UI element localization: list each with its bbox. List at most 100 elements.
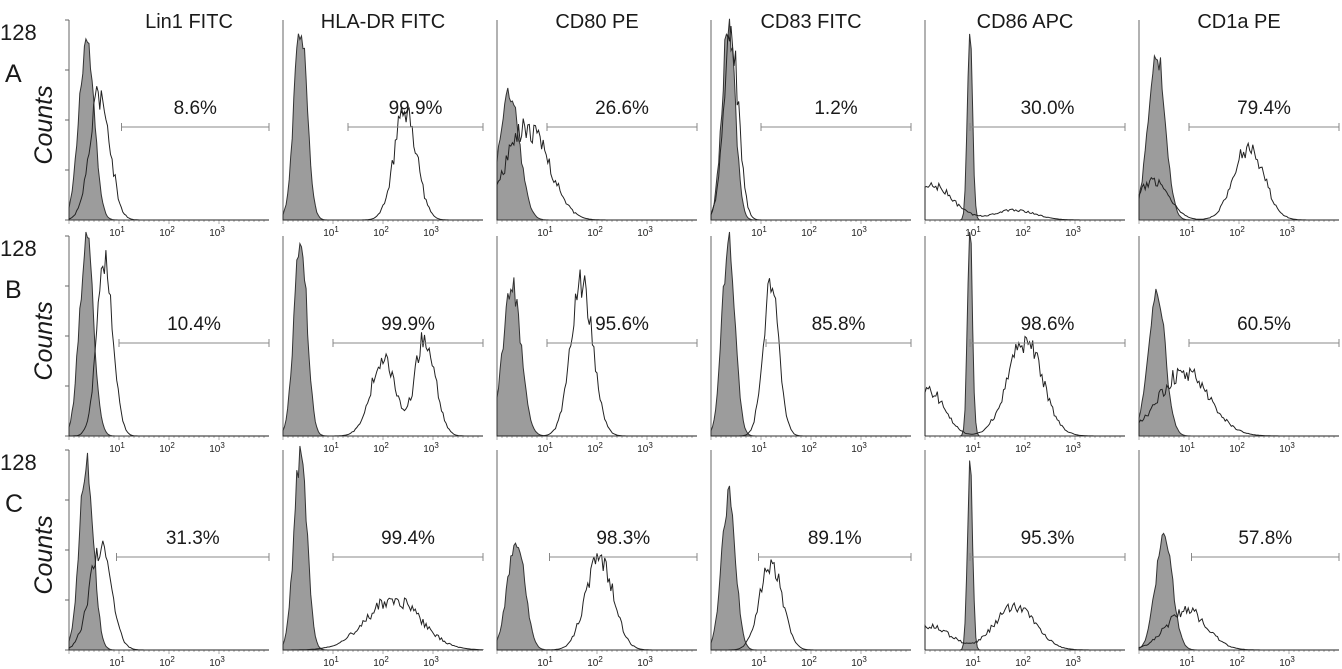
- isotype-histogram: [68, 452, 269, 651]
- marker-histogram: [1138, 366, 1339, 437]
- x-tick-exponent: 2: [598, 655, 603, 664]
- x-tick-exponent: 1: [1190, 225, 1195, 234]
- x-tick-label: 101: [965, 655, 981, 669]
- x-tick-label: 103: [1279, 441, 1295, 455]
- x-tick-exponent: 2: [812, 441, 817, 450]
- histogram-panel: 101 102 103 99.4%: [282, 445, 484, 669]
- x-tick-exponent: 1: [548, 225, 553, 234]
- histogram-panel: 101 102 103 30.0%: [924, 20, 1126, 239]
- x-tick-exponent: 3: [862, 655, 867, 664]
- isotype-histogram: [496, 542, 697, 651]
- x-tick-label: 103: [1065, 225, 1081, 239]
- x-tick-label: 102: [801, 225, 817, 239]
- isotype-histogram: [1138, 532, 1339, 651]
- marker-histogram: [711, 559, 911, 651]
- marker-histogram: [924, 335, 1125, 437]
- x-tick-label: 102: [373, 441, 389, 455]
- x-tick-exponent: 2: [1240, 655, 1245, 664]
- x-tick-exponent: 1: [1190, 655, 1195, 664]
- x-tick-exponent: 3: [648, 441, 653, 450]
- x-tick-exponent: 3: [1076, 655, 1081, 664]
- histogram-panel: 101 102 103 8.6%: [65, 19, 270, 239]
- column-header: CD80 PE: [555, 11, 638, 33]
- y-max-label: 128: [0, 450, 37, 475]
- x-tick-label: 103: [1065, 655, 1081, 669]
- histogram-panel: 101 102 103 95.6%: [496, 236, 698, 455]
- x-tick-exponent: 2: [1240, 225, 1245, 234]
- x-tick-exponent: 1: [762, 655, 767, 664]
- marker-histogram: [496, 118, 697, 221]
- gate-percentage: 79.4%: [1237, 98, 1291, 119]
- gate-percentage: 98.3%: [596, 528, 650, 549]
- marker-histogram: [1138, 141, 1339, 221]
- x-tick-exponent: 1: [762, 441, 767, 450]
- histogram-panel: 101 102 103 1.2%: [710, 18, 912, 239]
- x-tick-label: 101: [751, 225, 767, 239]
- histogram-panel: 101 102 103 79.4%: [1138, 20, 1340, 239]
- x-tick-label: 103: [209, 225, 225, 239]
- x-tick-exponent: 1: [976, 441, 981, 450]
- x-tick-exponent: 1: [762, 225, 767, 234]
- x-tick-label: 102: [1015, 225, 1031, 239]
- marker-histogram: [710, 26, 911, 221]
- isotype-histogram: [282, 241, 483, 437]
- isotype-histogram: [710, 18, 911, 221]
- x-tick-exponent: 3: [648, 655, 653, 664]
- x-tick-exponent: 2: [812, 655, 817, 664]
- x-tick-exponent: 2: [170, 225, 175, 234]
- gate-percentage: 8.6%: [174, 98, 217, 119]
- x-tick-exponent: 2: [384, 441, 389, 450]
- x-tick-label: 101: [537, 655, 553, 669]
- x-tick-exponent: 2: [1240, 441, 1245, 450]
- gate-percentage: 95.3%: [1021, 528, 1075, 549]
- x-tick-label: 103: [209, 441, 225, 455]
- x-tick-exponent: 3: [220, 441, 225, 450]
- x-tick-label: 103: [423, 655, 439, 669]
- gate-percentage: 10.4%: [167, 314, 221, 335]
- x-tick-exponent: 2: [170, 655, 175, 664]
- x-tick-label: 102: [159, 225, 175, 239]
- x-tick-exponent: 1: [120, 655, 125, 664]
- marker-histogram: [68, 86, 269, 221]
- histogram-panel: 101 102 103 31.3%: [65, 449, 270, 669]
- x-tick-label: 102: [801, 655, 817, 669]
- x-tick-exponent: 3: [1076, 441, 1081, 450]
- gate-percentage: 30.0%: [1021, 98, 1075, 119]
- x-tick-label: 101: [109, 441, 125, 455]
- marker-histogram: [924, 601, 1125, 651]
- column-header: CD1a PE: [1197, 11, 1280, 33]
- x-tick-exponent: 2: [1026, 441, 1031, 450]
- x-tick-exponent: 3: [220, 655, 225, 664]
- column-header: CD86 APC: [977, 11, 1074, 33]
- x-tick-exponent: 3: [862, 441, 867, 450]
- x-tick-label: 102: [1015, 441, 1031, 455]
- x-tick-label: 102: [587, 225, 603, 239]
- marker-histogram: [283, 597, 484, 651]
- x-tick-label: 101: [323, 441, 339, 455]
- x-tick-label: 101: [537, 225, 553, 239]
- x-tick-label: 101: [1179, 655, 1195, 669]
- x-tick-exponent: 3: [648, 225, 653, 234]
- x-tick-exponent: 3: [1290, 655, 1295, 664]
- histogram-panel: 101 102 103 99.9%: [282, 20, 484, 239]
- histogram-panel: 101 102 103 98.6%: [924, 231, 1126, 455]
- marker-histogram: [924, 181, 1125, 221]
- x-tick-label: 102: [1229, 441, 1245, 455]
- x-tick-label: 103: [1279, 655, 1295, 669]
- x-tick-label: 101: [1179, 441, 1195, 455]
- isotype-histogram: [1138, 288, 1339, 437]
- x-tick-label: 103: [851, 225, 867, 239]
- x-tick-exponent: 2: [598, 225, 603, 234]
- x-tick-exponent: 1: [548, 655, 553, 664]
- x-tick-exponent: 3: [1290, 225, 1295, 234]
- y-axis-label: Counts: [30, 515, 58, 594]
- row-label: B: [5, 276, 22, 304]
- gate-percentage: 57.8%: [1238, 528, 1292, 549]
- x-tick-label: 102: [587, 655, 603, 669]
- histogram-panel: 101 102 103 10.4%: [65, 231, 270, 455]
- histogram-panel: 101 102 103 89.1%: [710, 450, 912, 669]
- x-tick-exponent: 1: [976, 655, 981, 664]
- isotype-histogram: [925, 460, 1125, 651]
- gate-percentage: 85.8%: [812, 314, 866, 335]
